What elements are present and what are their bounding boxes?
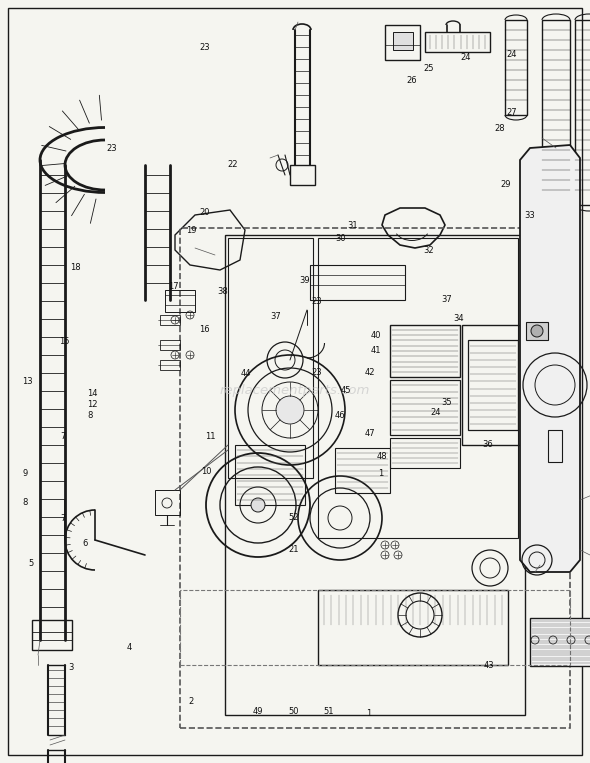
Bar bbox=[526, 322, 548, 340]
Bar bbox=[385, 25, 420, 60]
Text: 49: 49 bbox=[253, 707, 263, 716]
Text: 2: 2 bbox=[189, 697, 194, 707]
Text: 30: 30 bbox=[335, 233, 346, 243]
Bar bbox=[575, 20, 590, 205]
Text: 23: 23 bbox=[312, 297, 322, 306]
Bar bbox=[390, 380, 460, 435]
Text: 4: 4 bbox=[127, 642, 132, 652]
Text: 48: 48 bbox=[376, 452, 387, 461]
Bar bbox=[225, 235, 525, 715]
Text: 17: 17 bbox=[168, 282, 179, 291]
Text: 36: 36 bbox=[483, 439, 493, 449]
Bar bbox=[393, 32, 413, 50]
Text: 31: 31 bbox=[347, 221, 358, 230]
Text: 32: 32 bbox=[424, 246, 434, 255]
Text: 23: 23 bbox=[312, 368, 322, 377]
Bar bbox=[548, 430, 562, 462]
Text: 52: 52 bbox=[288, 513, 299, 522]
Text: 37: 37 bbox=[270, 312, 281, 321]
Text: 45: 45 bbox=[341, 386, 352, 395]
Text: 44: 44 bbox=[241, 369, 251, 378]
Text: 35: 35 bbox=[441, 398, 452, 407]
Text: 18: 18 bbox=[70, 262, 80, 272]
Bar bbox=[468, 340, 518, 430]
Text: 7: 7 bbox=[60, 432, 65, 441]
Bar bbox=[310, 265, 405, 300]
Bar bbox=[542, 20, 570, 205]
Bar bbox=[290, 165, 315, 185]
Text: 34: 34 bbox=[453, 314, 464, 324]
Text: replacementparts.com: replacementparts.com bbox=[220, 384, 370, 397]
Text: 1: 1 bbox=[378, 468, 384, 478]
Bar bbox=[462, 325, 520, 445]
Text: 8: 8 bbox=[87, 411, 93, 420]
Text: 24: 24 bbox=[431, 407, 441, 417]
Circle shape bbox=[276, 396, 304, 424]
Text: 24: 24 bbox=[460, 53, 471, 62]
Bar bbox=[228, 238, 313, 478]
Text: 11: 11 bbox=[205, 432, 216, 441]
Text: 46: 46 bbox=[335, 411, 346, 420]
Polygon shape bbox=[520, 145, 580, 572]
Bar bbox=[318, 238, 518, 538]
Text: 10: 10 bbox=[201, 467, 211, 476]
Text: 5: 5 bbox=[28, 559, 34, 568]
Bar bbox=[335, 448, 390, 493]
Circle shape bbox=[531, 325, 543, 337]
Text: 33: 33 bbox=[524, 211, 535, 220]
Text: 23: 23 bbox=[106, 144, 117, 153]
Text: 14: 14 bbox=[87, 389, 98, 398]
Text: 9: 9 bbox=[22, 468, 28, 478]
Text: 50: 50 bbox=[288, 707, 299, 716]
Text: 21: 21 bbox=[288, 545, 299, 554]
Bar bbox=[160, 315, 180, 325]
Text: 38: 38 bbox=[217, 287, 228, 296]
Text: 1: 1 bbox=[366, 709, 371, 718]
Text: 13: 13 bbox=[22, 377, 33, 386]
Text: 15: 15 bbox=[59, 337, 70, 346]
Bar bbox=[530, 618, 590, 666]
Bar bbox=[390, 438, 460, 468]
Text: 39: 39 bbox=[300, 276, 310, 285]
Text: 8: 8 bbox=[22, 497, 28, 507]
Text: 27: 27 bbox=[506, 108, 517, 118]
Text: 40: 40 bbox=[371, 331, 381, 340]
Bar bbox=[155, 490, 180, 515]
Text: 43: 43 bbox=[484, 661, 494, 670]
Text: 28: 28 bbox=[494, 124, 505, 133]
Bar bbox=[235, 445, 305, 505]
Bar bbox=[165, 290, 195, 312]
Text: 3: 3 bbox=[68, 663, 73, 672]
Text: 26: 26 bbox=[406, 76, 417, 85]
Bar bbox=[32, 620, 72, 650]
Text: 29: 29 bbox=[500, 180, 511, 189]
Text: 6: 6 bbox=[83, 539, 88, 548]
Text: 23: 23 bbox=[199, 43, 210, 52]
Text: 37: 37 bbox=[441, 295, 452, 304]
Bar bbox=[390, 325, 460, 377]
Text: 22: 22 bbox=[227, 159, 238, 169]
Text: 51: 51 bbox=[323, 707, 334, 716]
Text: 24: 24 bbox=[506, 50, 517, 60]
Bar bbox=[318, 590, 508, 665]
Text: 7: 7 bbox=[60, 514, 65, 523]
Bar bbox=[505, 20, 527, 115]
Text: 42: 42 bbox=[365, 368, 375, 377]
Bar bbox=[180, 590, 570, 665]
Bar bbox=[160, 340, 180, 350]
Text: 12: 12 bbox=[87, 400, 98, 409]
Text: 19: 19 bbox=[186, 226, 196, 235]
Text: 41: 41 bbox=[371, 346, 381, 356]
Text: 47: 47 bbox=[365, 429, 375, 438]
Bar bbox=[180, 228, 570, 728]
Text: 25: 25 bbox=[424, 64, 434, 73]
Text: 16: 16 bbox=[199, 325, 210, 334]
Bar bbox=[160, 360, 180, 370]
Text: 20: 20 bbox=[199, 208, 210, 217]
Circle shape bbox=[251, 498, 265, 512]
